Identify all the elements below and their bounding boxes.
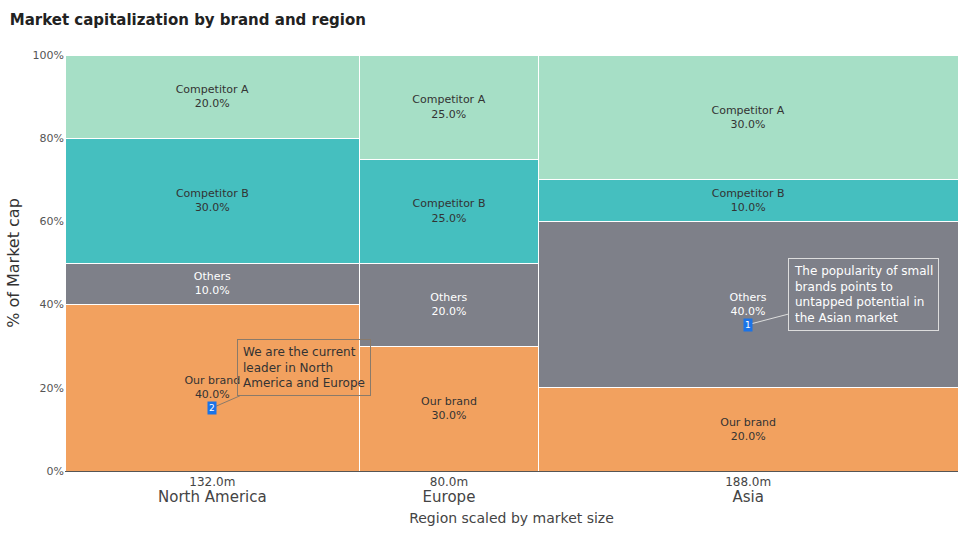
svg-text:1: 1: [745, 320, 751, 330]
svg-text:2: 2: [209, 403, 215, 413]
svg-text:0%: 0%: [47, 465, 64, 478]
svg-text:132.0mNorth America: 132.0mNorth America: [158, 475, 267, 506]
svg-text:Market capitalization by brand: Market capitalization by brand and regio…: [10, 11, 366, 29]
svg-text:Others10.0%: Others10.0%: [194, 270, 231, 297]
svg-text:Our brand20.0%: Our brand20.0%: [720, 416, 776, 443]
svg-text:20%: 20%: [40, 382, 64, 395]
svg-text:Competitor A20.0%: Competitor A20.0%: [176, 83, 249, 110]
svg-text:Region scaled by market size: Region scaled by market size: [409, 510, 614, 526]
svg-text:Competitor A25.0%: Competitor A25.0%: [412, 93, 485, 120]
svg-text:Competitor B25.0%: Competitor B25.0%: [413, 197, 486, 224]
svg-text:The popularity of smallbrands: The popularity of smallbrands points tou…: [794, 264, 933, 325]
svg-text:Our brand30.0%: Our brand30.0%: [421, 395, 477, 422]
svg-text:Our brand40.0%: Our brand40.0%: [184, 374, 240, 401]
svg-text:80%: 80%: [40, 132, 64, 145]
svg-text:% of Market cap: % of Market cap: [4, 198, 23, 328]
svg-text:60%: 60%: [40, 215, 64, 228]
svg-text:Others40.0%: Others40.0%: [730, 291, 767, 318]
svg-text:Others20.0%: Others20.0%: [430, 291, 467, 318]
svg-text:80.0mEurope: 80.0mEurope: [423, 475, 476, 506]
svg-text:We are the currentleader in No: We are the currentleader in NorthAmerica…: [243, 345, 365, 390]
svg-text:Competitor B10.0%: Competitor B10.0%: [712, 187, 785, 214]
svg-text:40%: 40%: [40, 298, 64, 311]
svg-text:188.0mAsia: 188.0mAsia: [725, 475, 771, 506]
svg-text:Competitor B30.0%: Competitor B30.0%: [176, 187, 249, 214]
svg-text:100%: 100%: [33, 49, 64, 62]
svg-text:Competitor A30.0%: Competitor A30.0%: [711, 104, 784, 131]
